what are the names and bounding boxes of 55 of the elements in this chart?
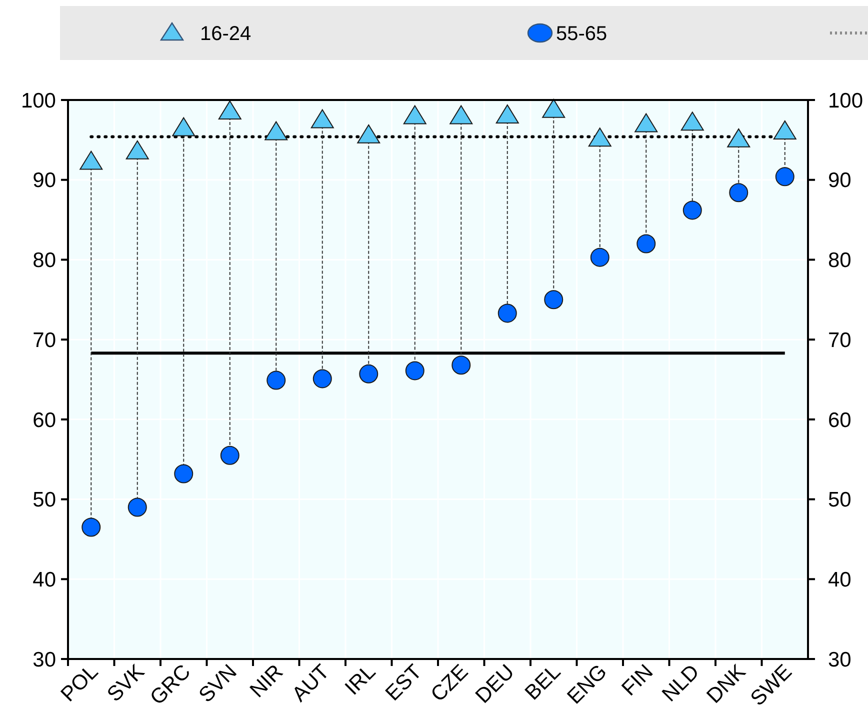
point (496, 104, 519, 124)
point (218, 100, 242, 120)
point (405, 361, 424, 380)
point (126, 140, 149, 160)
point (357, 124, 380, 144)
point (590, 248, 610, 267)
point (450, 105, 473, 124)
point (403, 105, 426, 124)
point (727, 128, 750, 148)
y-tick-label: 30 (32, 648, 56, 672)
y-tick-label: 60 (32, 408, 56, 432)
point (452, 356, 471, 375)
point (498, 304, 517, 323)
point (588, 128, 612, 147)
y2-tick-label: 40 (828, 568, 852, 592)
point (172, 117, 196, 136)
point (80, 150, 103, 170)
point (82, 518, 101, 537)
y-tick-label: 70 (32, 328, 56, 352)
point (682, 200, 702, 220)
point (544, 290, 564, 310)
y2-tick-label: 50 (828, 488, 852, 512)
x-tick-label: NIR (246, 660, 288, 702)
y-tick-label: 80 (32, 249, 56, 272)
y-tick-label: 90 (32, 169, 56, 192)
y-tick-label: 100 (20, 89, 56, 112)
x-tick-label: IRL (340, 660, 380, 700)
point (773, 120, 796, 140)
y2-tick-label: 30 (828, 648, 852, 672)
x-tick-label: CZE (426, 660, 473, 706)
y2-tick-label: 90 (828, 169, 852, 192)
point (542, 98, 566, 118)
point (680, 112, 704, 131)
point (174, 464, 194, 484)
point (312, 369, 332, 388)
x-tick-label: BEL (520, 660, 566, 705)
legend-label: 55-65 (556, 23, 608, 45)
point (220, 446, 240, 465)
y-tick-label: 50 (32, 488, 56, 512)
point (359, 364, 378, 384)
point (266, 370, 286, 390)
point (128, 498, 147, 517)
x-tick-label: POL (56, 660, 103, 706)
y2-tick-label: 100 (828, 89, 864, 112)
point (634, 113, 658, 132)
point (310, 109, 334, 128)
x-tick-label: FIN (617, 660, 658, 700)
y2-tick-label: 60 (828, 408, 852, 432)
y-tick-label: 40 (32, 568, 56, 592)
legend-label: 16-24 (200, 23, 252, 45)
point (264, 121, 288, 140)
y2-tick-label: 80 (828, 249, 852, 272)
point (636, 234, 656, 254)
x-tick-label: NLD (658, 660, 704, 706)
y2-tick-label: 70 (828, 328, 852, 352)
